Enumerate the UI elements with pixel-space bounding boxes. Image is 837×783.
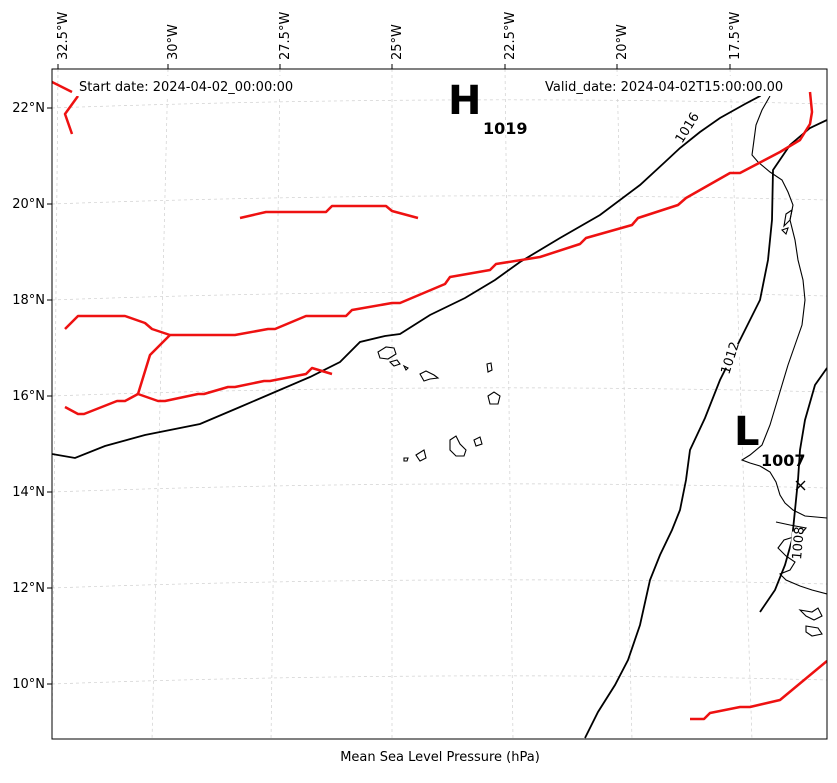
front-main bbox=[64, 91, 814, 337]
lat-label: 20°N bbox=[12, 197, 45, 212]
map-footer-label: Mean Sea Level Pressure (hPa) bbox=[340, 750, 540, 765]
graticule-meridians bbox=[52, 69, 753, 739]
front-upper-short bbox=[239, 204, 419, 220]
lat-label: 18°N bbox=[12, 293, 45, 308]
low-pressure-letter: L bbox=[734, 409, 760, 455]
map-frame bbox=[51, 68, 828, 740]
lon-label: 22.5°W bbox=[503, 12, 518, 60]
contour-label-bg bbox=[676, 108, 702, 138]
coastline-africa bbox=[740, 95, 827, 637]
low-pressure-value: 1007 bbox=[761, 451, 806, 470]
plot-area bbox=[52, 69, 827, 739]
isobars bbox=[52, 81, 827, 739]
front-se bbox=[690, 660, 827, 721]
lon-label: 17.5°W bbox=[728, 12, 743, 60]
lat-ticks bbox=[47, 107, 52, 685]
high-pressure-value: 1019 bbox=[483, 119, 528, 138]
isobar-1008 bbox=[759, 367, 827, 613]
lat-label: 10°N bbox=[12, 677, 45, 692]
isobar-1016 bbox=[52, 81, 771, 459]
lon-label: 20°W bbox=[615, 24, 630, 60]
lat-label: 16°N bbox=[12, 389, 45, 404]
contour-label-bg bbox=[721, 341, 743, 371]
lat-label: 12°N bbox=[12, 581, 45, 596]
contour-label-1008: 1008 bbox=[790, 526, 808, 560]
start-date-text: Start date: 2024-04-02_00:00:00 bbox=[79, 80, 293, 95]
lat-label: 14°N bbox=[12, 485, 45, 500]
lon-label: 25°W bbox=[390, 24, 405, 60]
valid-date-text: Valid_date: 2024-04-02T15:00:00.00 bbox=[545, 80, 783, 95]
front-nw-hook bbox=[52, 80, 80, 135]
cape-verde-islands bbox=[377, 346, 501, 462]
valid-date-box bbox=[540, 76, 806, 96]
front-lower bbox=[64, 334, 333, 416]
lat-label: 22°N bbox=[12, 101, 45, 116]
isobar-1012 bbox=[584, 119, 827, 739]
low-center-marker bbox=[795, 480, 806, 491]
lon-ticks bbox=[57, 64, 731, 69]
lon-label: 32.5°W bbox=[56, 12, 71, 60]
fronts bbox=[52, 80, 827, 721]
lon-label: 30°W bbox=[166, 24, 181, 60]
graticule-parallels bbox=[52, 99, 827, 685]
high-pressure-letter: H bbox=[448, 78, 481, 124]
lon-label: 27.5°W bbox=[278, 12, 293, 60]
start-date-box bbox=[74, 76, 314, 96]
contour-label-bg bbox=[789, 531, 807, 559]
